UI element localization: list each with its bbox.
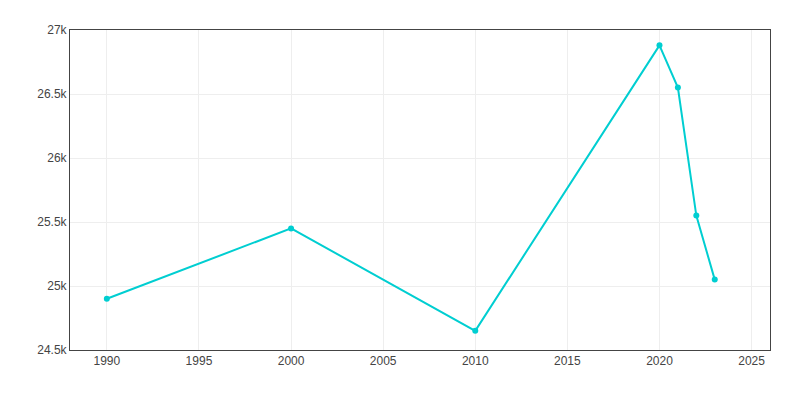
svg-text:25k: 25k (47, 279, 67, 293)
svg-text:26k: 26k (47, 151, 67, 165)
svg-text:26.5k: 26.5k (37, 87, 67, 101)
svg-text:2000: 2000 (278, 354, 305, 368)
svg-text:2020: 2020 (646, 354, 673, 368)
svg-text:2015: 2015 (554, 354, 581, 368)
svg-text:1990: 1990 (93, 354, 120, 368)
svg-text:25.5k: 25.5k (37, 215, 67, 229)
svg-text:1995: 1995 (186, 354, 213, 368)
svg-text:27k: 27k (47, 23, 67, 37)
svg-text:24.5k: 24.5k (37, 343, 67, 357)
svg-text:2005: 2005 (370, 354, 397, 368)
svg-text:2010: 2010 (462, 354, 489, 368)
svg-text:2025: 2025 (738, 354, 765, 368)
